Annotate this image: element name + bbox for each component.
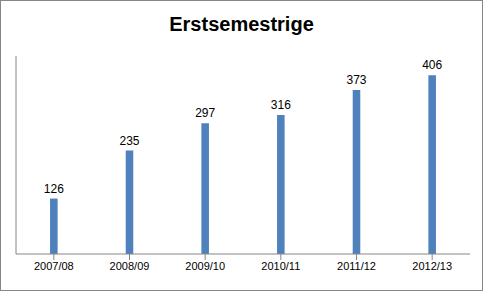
svg-text:297: 297 — [195, 106, 215, 120]
svg-text:2010/11: 2010/11 — [261, 260, 300, 272]
svg-text:2007/08: 2007/08 — [34, 260, 74, 272]
svg-text:2011/12: 2011/12 — [337, 260, 376, 272]
svg-text:2009/10: 2009/10 — [185, 260, 225, 272]
svg-text:235: 235 — [119, 134, 139, 148]
svg-text:2008/09: 2008/09 — [110, 260, 150, 272]
svg-text:2012/13: 2012/13 — [412, 260, 452, 272]
svg-text:316: 316 — [271, 98, 291, 112]
svg-text:126: 126 — [44, 182, 64, 196]
svg-text:406: 406 — [422, 58, 442, 72]
html-text:Erstsemestrige: Erstsemestrige — [169, 13, 314, 35]
svg-text:373: 373 — [346, 73, 366, 87]
